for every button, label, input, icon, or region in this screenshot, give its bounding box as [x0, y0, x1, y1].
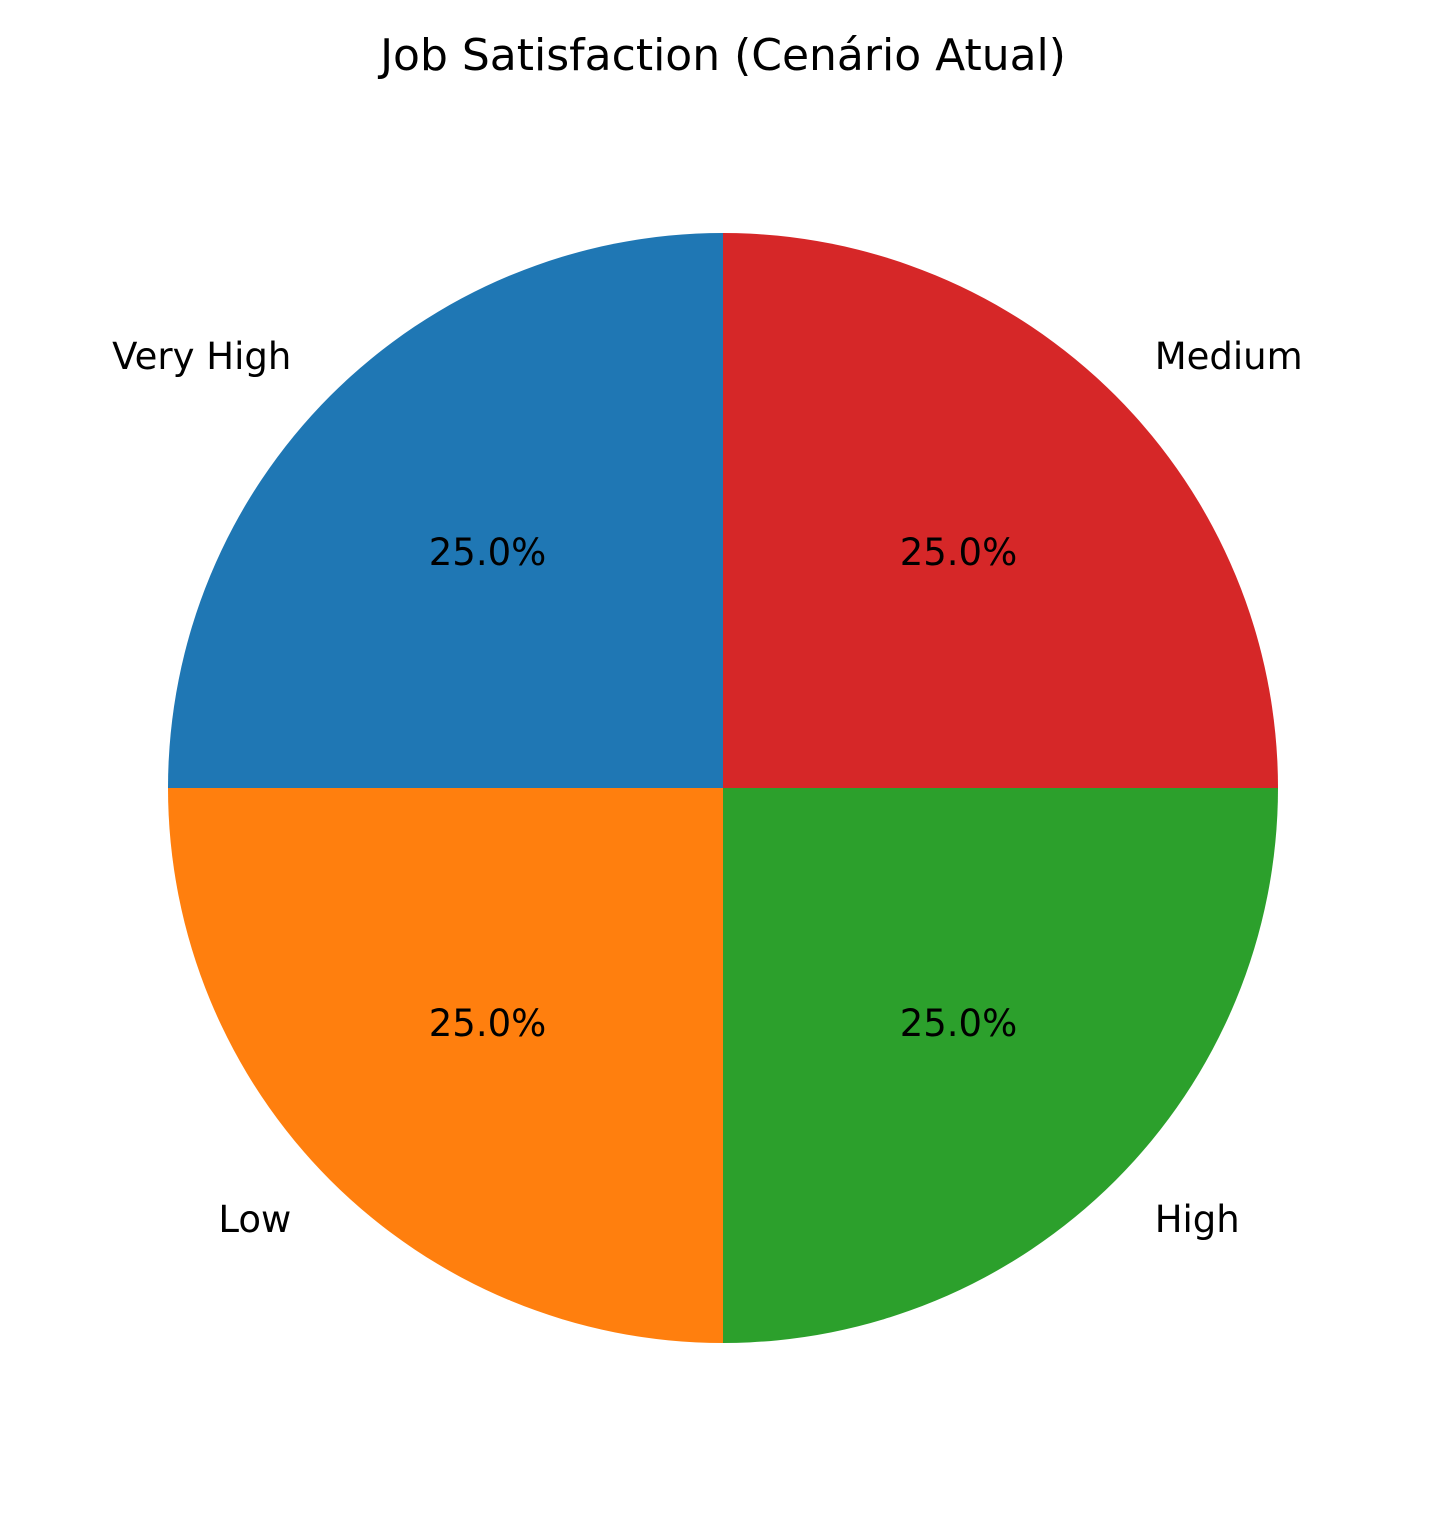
chart-title: Job Satisfaction (Cenário Atual) [377, 30, 1066, 81]
slice-label-very-high: Very High [112, 335, 291, 378]
slice-label-low: Low [218, 1198, 291, 1241]
pie-slice-high [723, 788, 1278, 1343]
slice-label-medium: Medium [1155, 335, 1303, 378]
slice-percent-very-high: 25.0% [429, 531, 547, 574]
pie-slice-low [168, 788, 723, 1343]
slice-label-high: High [1155, 1198, 1240, 1241]
slice-percent-low: 25.0% [429, 1002, 547, 1045]
slice-percent-medium: 25.0% [900, 531, 1018, 574]
pie-labels: Very High 25.0% Low 25.0% High 25.0% Medium 25.… [112, 335, 1302, 1241]
pie-slice-very-high [168, 233, 723, 788]
pie-slices [168, 233, 1278, 1343]
slice-percent-high: 25.0% [900, 1002, 1018, 1045]
pie-slice-medium [723, 233, 1278, 788]
